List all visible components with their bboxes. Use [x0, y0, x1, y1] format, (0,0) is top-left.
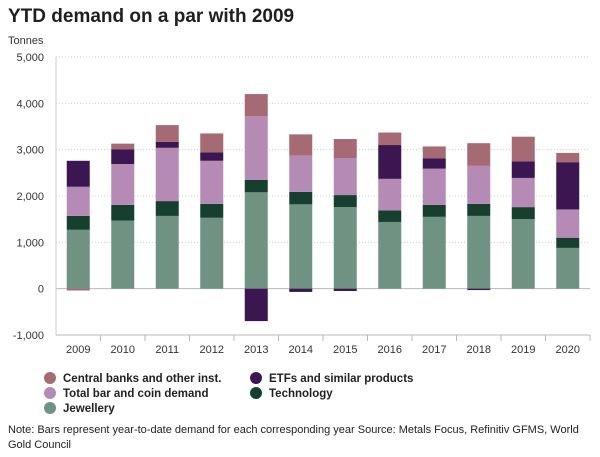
bar-technology-2019 [511, 207, 535, 220]
bar-jewellery-2017 [422, 216, 446, 289]
bar-technology-2017 [422, 204, 446, 217]
y-tick-label: 4,000 [16, 98, 44, 110]
x-tick-label: 2013 [244, 344, 268, 356]
chart-title: YTD demand on a par with 2009 [8, 6, 295, 27]
bar-central-banks-and-other-inst-2015 [333, 139, 357, 159]
y-tick-label: -1,000 [13, 330, 44, 342]
legend-label-technology: Technology [269, 388, 333, 400]
bar-etfs-and-similar-products-2016 [378, 145, 402, 179]
bar-central-banks-and-other-inst-2009 [66, 288, 90, 291]
bar-total-bar-and-coin-demand-2010 [111, 164, 135, 205]
bar-technology-2012 [200, 203, 224, 218]
bar-etfs-and-similar-products-2013 [244, 288, 268, 322]
legend-item-technology: Technology [250, 387, 333, 400]
bar-total-bar-and-coin-demand-2018 [467, 165, 491, 204]
bar-technology-2015 [333, 195, 357, 208]
bar-jewellery-2013 [244, 192, 268, 289]
bar-technology-2013 [244, 179, 268, 193]
bar-central-banks-and-other-inst-2011 [155, 125, 179, 142]
bar-jewellery-2011 [155, 215, 179, 289]
bar-central-banks-and-other-inst-2017 [422, 146, 446, 159]
x-tick-label: 2012 [200, 344, 224, 356]
bar-jewellery-2016 [378, 221, 402, 289]
bar-etfs-and-similar-products-2017 [422, 158, 446, 169]
bar-jewellery-2009 [66, 229, 90, 289]
legend-item-bar-coin: Total bar and coin demand [44, 387, 208, 400]
bar-central-banks-and-other-inst-2012 [200, 133, 224, 153]
legend-label-etfs: ETFs and similar products [269, 373, 414, 385]
bar-total-bar-and-coin-demand-2020 [556, 209, 580, 238]
bar-total-bar-and-coin-demand-2016 [378, 178, 402, 211]
x-tick-label: 2014 [289, 344, 313, 356]
bar-total-bar-and-coin-demand-2017 [422, 168, 446, 205]
bar-central-banks-and-other-inst-2014 [289, 134, 313, 156]
bar-central-banks-and-other-inst-2016 [378, 132, 402, 146]
bar-jewellery-2014 [289, 204, 313, 289]
y-tick-label: 5,000 [16, 52, 44, 64]
bar-etfs-and-similar-products-2011 [155, 141, 179, 148]
bar-total-bar-and-coin-demand-2009 [66, 186, 90, 216]
x-tick-label: 2010 [111, 344, 135, 356]
bar-technology-2020 [556, 237, 580, 248]
bar-jewellery-2012 [200, 217, 224, 289]
legend-label-bar-coin: Total bar and coin demand [63, 388, 209, 400]
x-tick-label: 2011 [155, 344, 179, 356]
bar-total-bar-and-coin-demand-2013 [244, 116, 268, 180]
bar-central-banks-and-other-inst-2018 [467, 143, 491, 166]
bar-technology-2016 [378, 210, 402, 222]
bar-etfs-and-similar-products-2018 [467, 288, 491, 291]
bar-central-banks-and-other-inst-2013 [244, 94, 268, 117]
y-axis-unit: Tonnes [8, 35, 44, 47]
y-tick-label: 2,000 [16, 191, 44, 203]
bar-total-bar-and-coin-demand-2019 [511, 177, 535, 208]
bar-etfs-and-similar-products-2015 [333, 288, 357, 291]
bar-etfs-and-similar-products-2020 [556, 162, 580, 210]
bar-technology-2014 [289, 191, 313, 205]
bar-jewellery-2015 [333, 207, 357, 289]
bar-total-bar-and-coin-demand-2012 [200, 160, 224, 204]
y-tick-label: 3,000 [16, 145, 44, 157]
x-tick-label: 2009 [66, 344, 90, 356]
x-tick-label: 2019 [511, 344, 535, 356]
bar-total-bar-and-coin-demand-2014 [289, 155, 313, 192]
y-tick-label: 1,000 [16, 237, 44, 249]
bar-jewellery-2020 [556, 247, 580, 289]
legend-item-central-banks: Central banks and other inst. [44, 372, 221, 385]
x-tick-label: 2016 [378, 344, 402, 356]
x-tick-label: 2018 [467, 344, 491, 356]
legend-swatch-jewellery [44, 402, 56, 414]
legend-item-etfs: ETFs and similar products [250, 372, 413, 385]
x-tick-label: 2017 [422, 344, 446, 356]
legend-swatch-bar-coin [44, 387, 56, 399]
bar-etfs-and-similar-products-2009 [66, 160, 90, 187]
bar-total-bar-and-coin-demand-2015 [333, 158, 357, 196]
y-tick-label: 0 [38, 284, 44, 296]
bar-etfs-and-similar-products-2010 [111, 149, 135, 165]
bar-jewellery-2010 [111, 220, 135, 289]
legend-swatch-etfs [250, 372, 262, 384]
bar-jewellery-2018 [467, 215, 491, 289]
chart: -1,000 0 1,000 2,000 3,000 4,000 5,000 2009 2010… [13, 52, 591, 356]
legend-item-jewellery: Jewellery [44, 402, 115, 415]
bar-technology-2011 [155, 201, 179, 216]
legend-swatch-central-banks [44, 372, 56, 384]
bar-central-banks-and-other-inst-2019 [511, 136, 535, 162]
bar-total-bar-and-coin-demand-2011 [155, 147, 179, 202]
bar-central-banks-and-other-inst-2020 [556, 152, 580, 163]
legend-label-central-banks: Central banks and other inst. [63, 373, 222, 385]
bar-jewellery-2019 [511, 219, 535, 289]
legend-swatch-technology [250, 387, 262, 399]
source-note: Note: Bars represent year-to-date demand… [8, 424, 579, 451]
bar-technology-2018 [467, 203, 491, 216]
bar-technology-2009 [66, 215, 90, 230]
bar-etfs-and-similar-products-2014 [289, 288, 313, 292]
x-tick-label: 2020 [556, 344, 580, 356]
bar-etfs-and-similar-products-2012 [200, 152, 224, 161]
bar-central-banks-and-other-inst-2010 [111, 143, 135, 150]
bar-etfs-and-similar-products-2019 [511, 161, 535, 178]
legend-label-jewellery: Jewellery [63, 403, 115, 415]
bar-technology-2010 [111, 204, 135, 221]
x-tick-label: 2015 [333, 344, 357, 356]
